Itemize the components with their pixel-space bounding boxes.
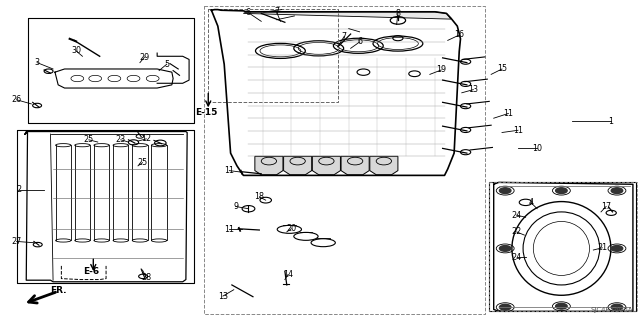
Circle shape	[499, 188, 511, 194]
Text: 16: 16	[454, 31, 464, 40]
Polygon shape	[341, 156, 369, 175]
Circle shape	[611, 304, 623, 310]
Circle shape	[611, 188, 623, 194]
Text: 7: 7	[274, 7, 279, 16]
Text: 17: 17	[601, 202, 611, 211]
Text: 11: 11	[504, 109, 513, 118]
Text: 13: 13	[468, 85, 478, 94]
Text: 13: 13	[218, 292, 228, 300]
Text: 28: 28	[141, 273, 152, 282]
Polygon shape	[370, 156, 398, 175]
Text: 24: 24	[511, 253, 522, 262]
Text: SJC4E1400A: SJC4E1400A	[591, 307, 633, 313]
Circle shape	[499, 304, 511, 310]
Text: 26: 26	[12, 95, 22, 104]
Text: 24: 24	[511, 211, 522, 219]
Polygon shape	[243, 12, 451, 19]
Polygon shape	[284, 156, 312, 175]
Text: 12: 12	[141, 134, 152, 143]
Text: 19: 19	[436, 65, 446, 74]
Text: 14: 14	[283, 270, 293, 279]
Text: 11: 11	[513, 126, 523, 135]
Text: 25: 25	[84, 135, 94, 144]
Text: E-15: E-15	[195, 108, 218, 117]
Text: 2: 2	[16, 185, 21, 194]
Text: 1: 1	[608, 117, 613, 126]
Text: 15: 15	[497, 64, 507, 73]
Text: 21: 21	[597, 243, 607, 252]
Text: 10: 10	[532, 144, 542, 153]
Text: 8: 8	[396, 9, 401, 18]
Text: 6: 6	[246, 8, 251, 17]
Text: FR.: FR.	[50, 286, 67, 295]
Text: E-6: E-6	[83, 267, 99, 277]
Circle shape	[611, 246, 623, 251]
Text: 25: 25	[138, 158, 148, 167]
Text: 11: 11	[224, 166, 234, 175]
Text: 20: 20	[286, 224, 296, 233]
Circle shape	[499, 246, 511, 251]
Polygon shape	[312, 156, 340, 175]
Text: 29: 29	[140, 53, 150, 62]
Text: 11: 11	[224, 225, 234, 234]
Text: 5: 5	[164, 60, 170, 69]
Text: 4: 4	[528, 198, 533, 207]
Text: 18: 18	[254, 192, 264, 202]
Text: 9: 9	[233, 202, 238, 211]
Text: 23: 23	[116, 135, 126, 144]
Text: 6: 6	[357, 38, 362, 47]
Text: 22: 22	[511, 227, 522, 236]
Circle shape	[556, 188, 567, 194]
Circle shape	[556, 303, 567, 309]
Polygon shape	[255, 156, 283, 175]
Text: 3: 3	[35, 58, 40, 67]
Text: 7: 7	[342, 32, 347, 41]
Text: 27: 27	[12, 237, 22, 246]
Text: 30: 30	[71, 46, 81, 56]
